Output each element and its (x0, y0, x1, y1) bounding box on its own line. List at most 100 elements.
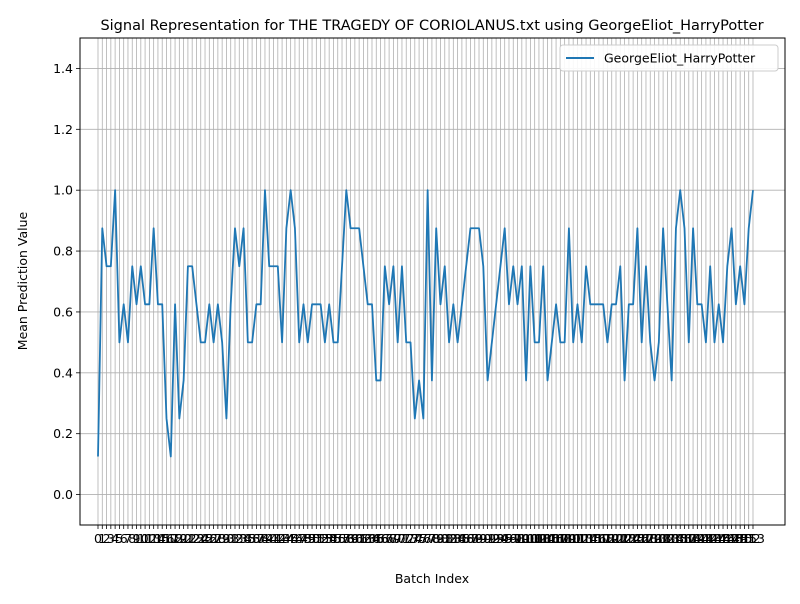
x-tick-label: 91 (480, 531, 496, 546)
x-tick-label: 73 (403, 531, 419, 546)
legend-box (559, 44, 779, 72)
x-tick-label: 64 (364, 531, 380, 546)
x-tick-label: 104 (531, 531, 555, 546)
x-tick-label: 125 (621, 531, 645, 546)
x-tick-label: 61 (351, 531, 367, 546)
x-tick-label: 11 (137, 531, 153, 546)
x-tick-label: 29 (214, 531, 230, 546)
x-tick-label: 144 (703, 531, 727, 546)
x-tick-label: 41 (266, 531, 282, 546)
x-tick-label: 74 (407, 531, 423, 546)
x-tick-label: 8 (128, 531, 136, 546)
x-tick-label: 57 (334, 531, 350, 546)
x-tick-label: 143 (698, 531, 722, 546)
x-tick-label: 117 (587, 531, 611, 546)
x-tick-label: 65 (368, 531, 384, 546)
x-tick-label: 62 (355, 531, 371, 546)
x-tick-label: 153 (741, 531, 765, 546)
x-tick-label: 82 (441, 531, 457, 546)
x-tick-label: 71 (394, 531, 410, 546)
x-tick-label: 58 (338, 531, 354, 546)
x-tick-label: 45 (283, 531, 299, 546)
x-tick-label: 43 (274, 531, 290, 546)
x-tick-label: 9 (133, 531, 141, 546)
x-tick-label: 67 (377, 531, 393, 546)
x-tick-label: 118 (591, 531, 615, 546)
x-tick-label: 113 (570, 531, 594, 546)
grid (80, 38, 785, 525)
x-tick-label: 30 (218, 531, 234, 546)
x-tick-label: 108 (548, 531, 572, 546)
x-tick-label: 40 (261, 531, 277, 546)
x-tick-label: 140 (685, 531, 709, 546)
legend-label: GeorgeEliot_HarryPotter (604, 51, 756, 66)
x-tick-label: 150 (728, 531, 752, 546)
x-tick-label: 141 (690, 531, 714, 546)
x-tick-label: 7 (124, 531, 132, 546)
plot-frame (79, 37, 786, 526)
x-tick-label: 39 (257, 531, 273, 546)
x-tick-label: 115 (578, 531, 602, 546)
x-tick-label: 103 (527, 531, 551, 546)
x-tick-label: 130 (643, 531, 667, 546)
x-tick-label: 114 (574, 531, 598, 546)
x-tick-label: 17 (163, 531, 179, 546)
x-tick-label: 106 (540, 531, 564, 546)
x-tick-label: 27 (206, 531, 222, 546)
x-tick-label: 101 (518, 531, 542, 546)
x-tick-label: 46 (287, 531, 303, 546)
x-tick-label: 12 (141, 531, 157, 546)
x-tick-label: 1 (98, 531, 106, 546)
x-tick-label: 148 (720, 531, 744, 546)
x-tick-label: 52 (313, 531, 329, 546)
y-tick-label: 1.4 (53, 61, 73, 76)
x-tick-label: 44 (278, 531, 294, 546)
x-tick-label: 75 (411, 531, 427, 546)
x-tick-label: 31 (223, 531, 239, 546)
x-tick-label: 32 (227, 531, 243, 546)
x-tick-label: 137 (673, 531, 697, 546)
legend: GeorgeEliot_HarryPotter (559, 44, 779, 72)
x-tick-label: 38 (253, 531, 269, 546)
x-tick-label: 121 (604, 531, 628, 546)
x-tick-label: 100 (514, 531, 538, 546)
x-tick-label: 110 (557, 531, 581, 546)
series-layer (97, 189, 754, 458)
x-tick-label: 56 (330, 531, 346, 546)
x-tick-label: 112 (566, 531, 590, 546)
x-tick-label: 87 (462, 531, 478, 546)
x-tick-label: 90 (475, 531, 491, 546)
x-tick-label: 19 (171, 531, 187, 546)
x-tick-label: 23 (189, 531, 205, 546)
x-tick-label: 22 (184, 531, 200, 546)
x-tick-label: 136 (668, 531, 692, 546)
x-tick-label: 35 (240, 531, 256, 546)
y-tick-label: 0.6 (53, 304, 73, 319)
x-tick-label: 77 (420, 531, 436, 546)
x-tick-label: 10 (133, 531, 149, 546)
x-tick-label: 14 (150, 531, 166, 546)
x-tick-label: 127 (630, 531, 654, 546)
x-tick-label: 96 (501, 531, 517, 546)
y-tick-label: 0.0 (53, 487, 73, 502)
y-tick-label: 0.4 (53, 365, 73, 380)
x-tick-label: 48 (296, 531, 312, 546)
y-tick-label: 1.0 (53, 183, 73, 198)
series-line (97, 189, 754, 458)
x-tick-label: 36 (244, 531, 260, 546)
x-tick-label: 135 (664, 531, 688, 546)
x-tick-label: 47 (291, 531, 307, 546)
x-tick-label: 83 (445, 531, 461, 546)
x-tick-label: 37 (248, 531, 264, 546)
x-tick-label: 81 (437, 531, 453, 546)
x-tick-label: 55 (326, 531, 342, 546)
y-axis-label: Mean Prediction Value (15, 211, 30, 350)
x-tick-label: 24 (193, 531, 209, 546)
x-tick-label: 142 (694, 531, 718, 546)
x-tick-label: 151 (733, 531, 757, 546)
x-tick-label: 86 (458, 531, 474, 546)
x-tick-label: 93 (488, 531, 504, 546)
x-tick-label: 78 (424, 531, 440, 546)
